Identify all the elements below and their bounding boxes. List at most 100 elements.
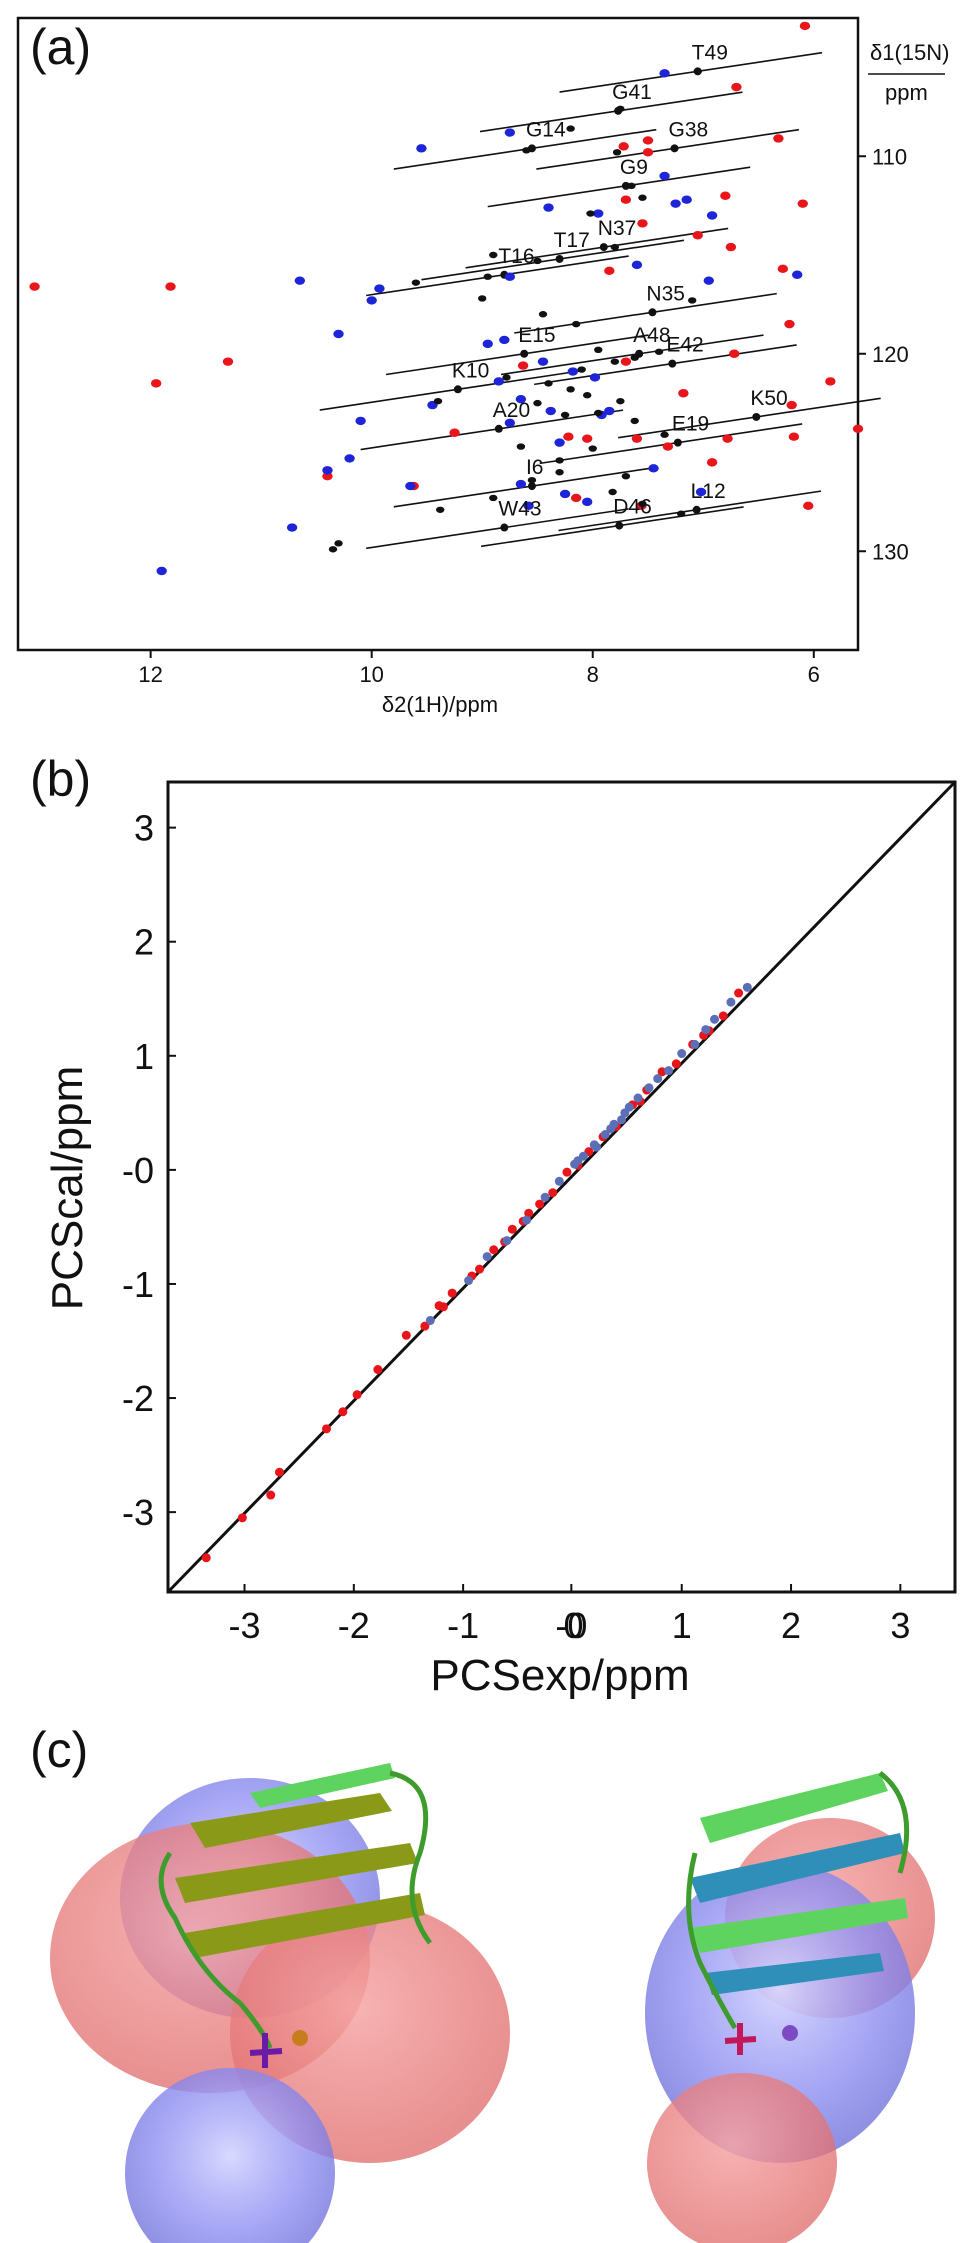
peak-point xyxy=(583,392,592,399)
peak-point xyxy=(502,374,511,381)
peak-point xyxy=(489,494,498,502)
peak-point xyxy=(608,488,617,496)
pcs-point xyxy=(690,1039,700,1049)
residue-label: A20 xyxy=(493,399,530,422)
y-tick-label: -0 xyxy=(122,1150,154,1191)
peak-point xyxy=(620,195,632,204)
peak-point xyxy=(156,566,167,576)
pcs-point xyxy=(475,1264,485,1274)
peak-point xyxy=(610,358,620,365)
pcs-point xyxy=(734,988,744,998)
peak-point xyxy=(678,389,689,398)
assignment-line xyxy=(480,506,744,548)
residue-label: G41 xyxy=(612,81,652,104)
peak-point xyxy=(555,469,564,476)
blue-lobe-lower xyxy=(125,2068,335,2243)
peak-point xyxy=(852,424,864,433)
peak-point xyxy=(706,458,718,467)
peak-point xyxy=(631,260,643,270)
panel-a-peaks xyxy=(29,21,864,576)
residue-label: T16 xyxy=(498,245,534,268)
y-axis-label-a-top: δ1(15N) xyxy=(870,40,950,65)
peak-point xyxy=(681,195,692,204)
peak-point xyxy=(544,380,553,387)
peak-point xyxy=(545,406,556,416)
peak-point xyxy=(631,434,643,443)
pcs-point xyxy=(633,1093,643,1103)
metal-ion-right xyxy=(782,2025,798,2041)
pcs-point xyxy=(548,1188,558,1198)
assignment-line xyxy=(393,466,657,508)
residue-label: E19 xyxy=(672,413,709,436)
peak-point xyxy=(570,493,582,503)
peak-point xyxy=(788,432,800,441)
protein-cartoon-right xyxy=(686,1771,910,2055)
residue-label: G9 xyxy=(620,156,648,179)
assignment-line xyxy=(487,166,751,208)
peak-point xyxy=(522,147,531,154)
right-isosurface-model xyxy=(645,1771,935,2243)
peak-point xyxy=(537,357,549,366)
y-tick-label: 2 xyxy=(134,922,154,963)
peak-point xyxy=(610,243,620,251)
peak-point xyxy=(515,394,527,404)
peak-point xyxy=(523,501,534,511)
assignment-peak xyxy=(494,424,503,433)
peak-point xyxy=(642,148,654,157)
x-tick-label: -0 xyxy=(555,1605,587,1646)
peak-point xyxy=(627,182,636,190)
peak-point xyxy=(654,348,664,355)
peak-point xyxy=(616,105,625,113)
pcs-point xyxy=(620,1108,630,1118)
peak-point xyxy=(478,295,487,302)
panel-b-label: (b) xyxy=(30,751,91,807)
peak-point xyxy=(803,501,814,511)
pcs-point xyxy=(447,1288,457,1298)
assignment-peak xyxy=(599,243,608,252)
residue-label: T17 xyxy=(554,229,590,252)
peak-point xyxy=(777,264,789,274)
panel-b-fit-line xyxy=(166,780,957,1594)
peak-point xyxy=(594,346,603,353)
pcs-point xyxy=(573,1156,583,1166)
peak-point xyxy=(620,357,632,366)
pcs-point xyxy=(507,1224,517,1234)
pcs-point xyxy=(524,1208,534,1218)
peak-point xyxy=(792,270,803,279)
residue-label: E42 xyxy=(666,334,703,357)
peak-point xyxy=(799,21,811,31)
residue-label: N37 xyxy=(598,217,637,240)
assignment-line xyxy=(319,369,583,411)
peak-point xyxy=(294,276,306,285)
residue-label: A48 xyxy=(633,324,670,347)
assignment-line xyxy=(618,397,881,439)
pcs-point xyxy=(677,1049,687,1059)
peak-point xyxy=(784,319,795,329)
x-axis-label-a: δ2(1H)/ppm xyxy=(382,692,498,717)
peak-point xyxy=(150,379,162,388)
assignment-peak xyxy=(500,523,509,532)
peak-point xyxy=(563,432,574,441)
peak-point xyxy=(693,68,702,75)
assignment-line xyxy=(536,128,799,170)
peak-point xyxy=(586,210,595,217)
peak-point xyxy=(706,211,718,220)
peak-point xyxy=(688,297,697,304)
peak-point xyxy=(533,257,542,265)
peak-point xyxy=(489,251,498,259)
peak-point xyxy=(322,466,333,475)
pcs-point xyxy=(726,997,736,1007)
peak-point xyxy=(499,335,510,345)
residue-label: W43 xyxy=(498,498,541,521)
peak-point xyxy=(533,399,542,407)
assignment-line xyxy=(366,255,629,297)
peak-point xyxy=(630,354,639,361)
peak-point xyxy=(594,409,603,417)
assignment-line xyxy=(479,91,743,133)
y-axis-label-b: PCScal/ppm xyxy=(43,1066,92,1311)
peak-point xyxy=(411,279,421,286)
pcs-point xyxy=(201,1553,211,1563)
peak-point xyxy=(612,149,622,156)
assignment-line xyxy=(559,51,823,93)
